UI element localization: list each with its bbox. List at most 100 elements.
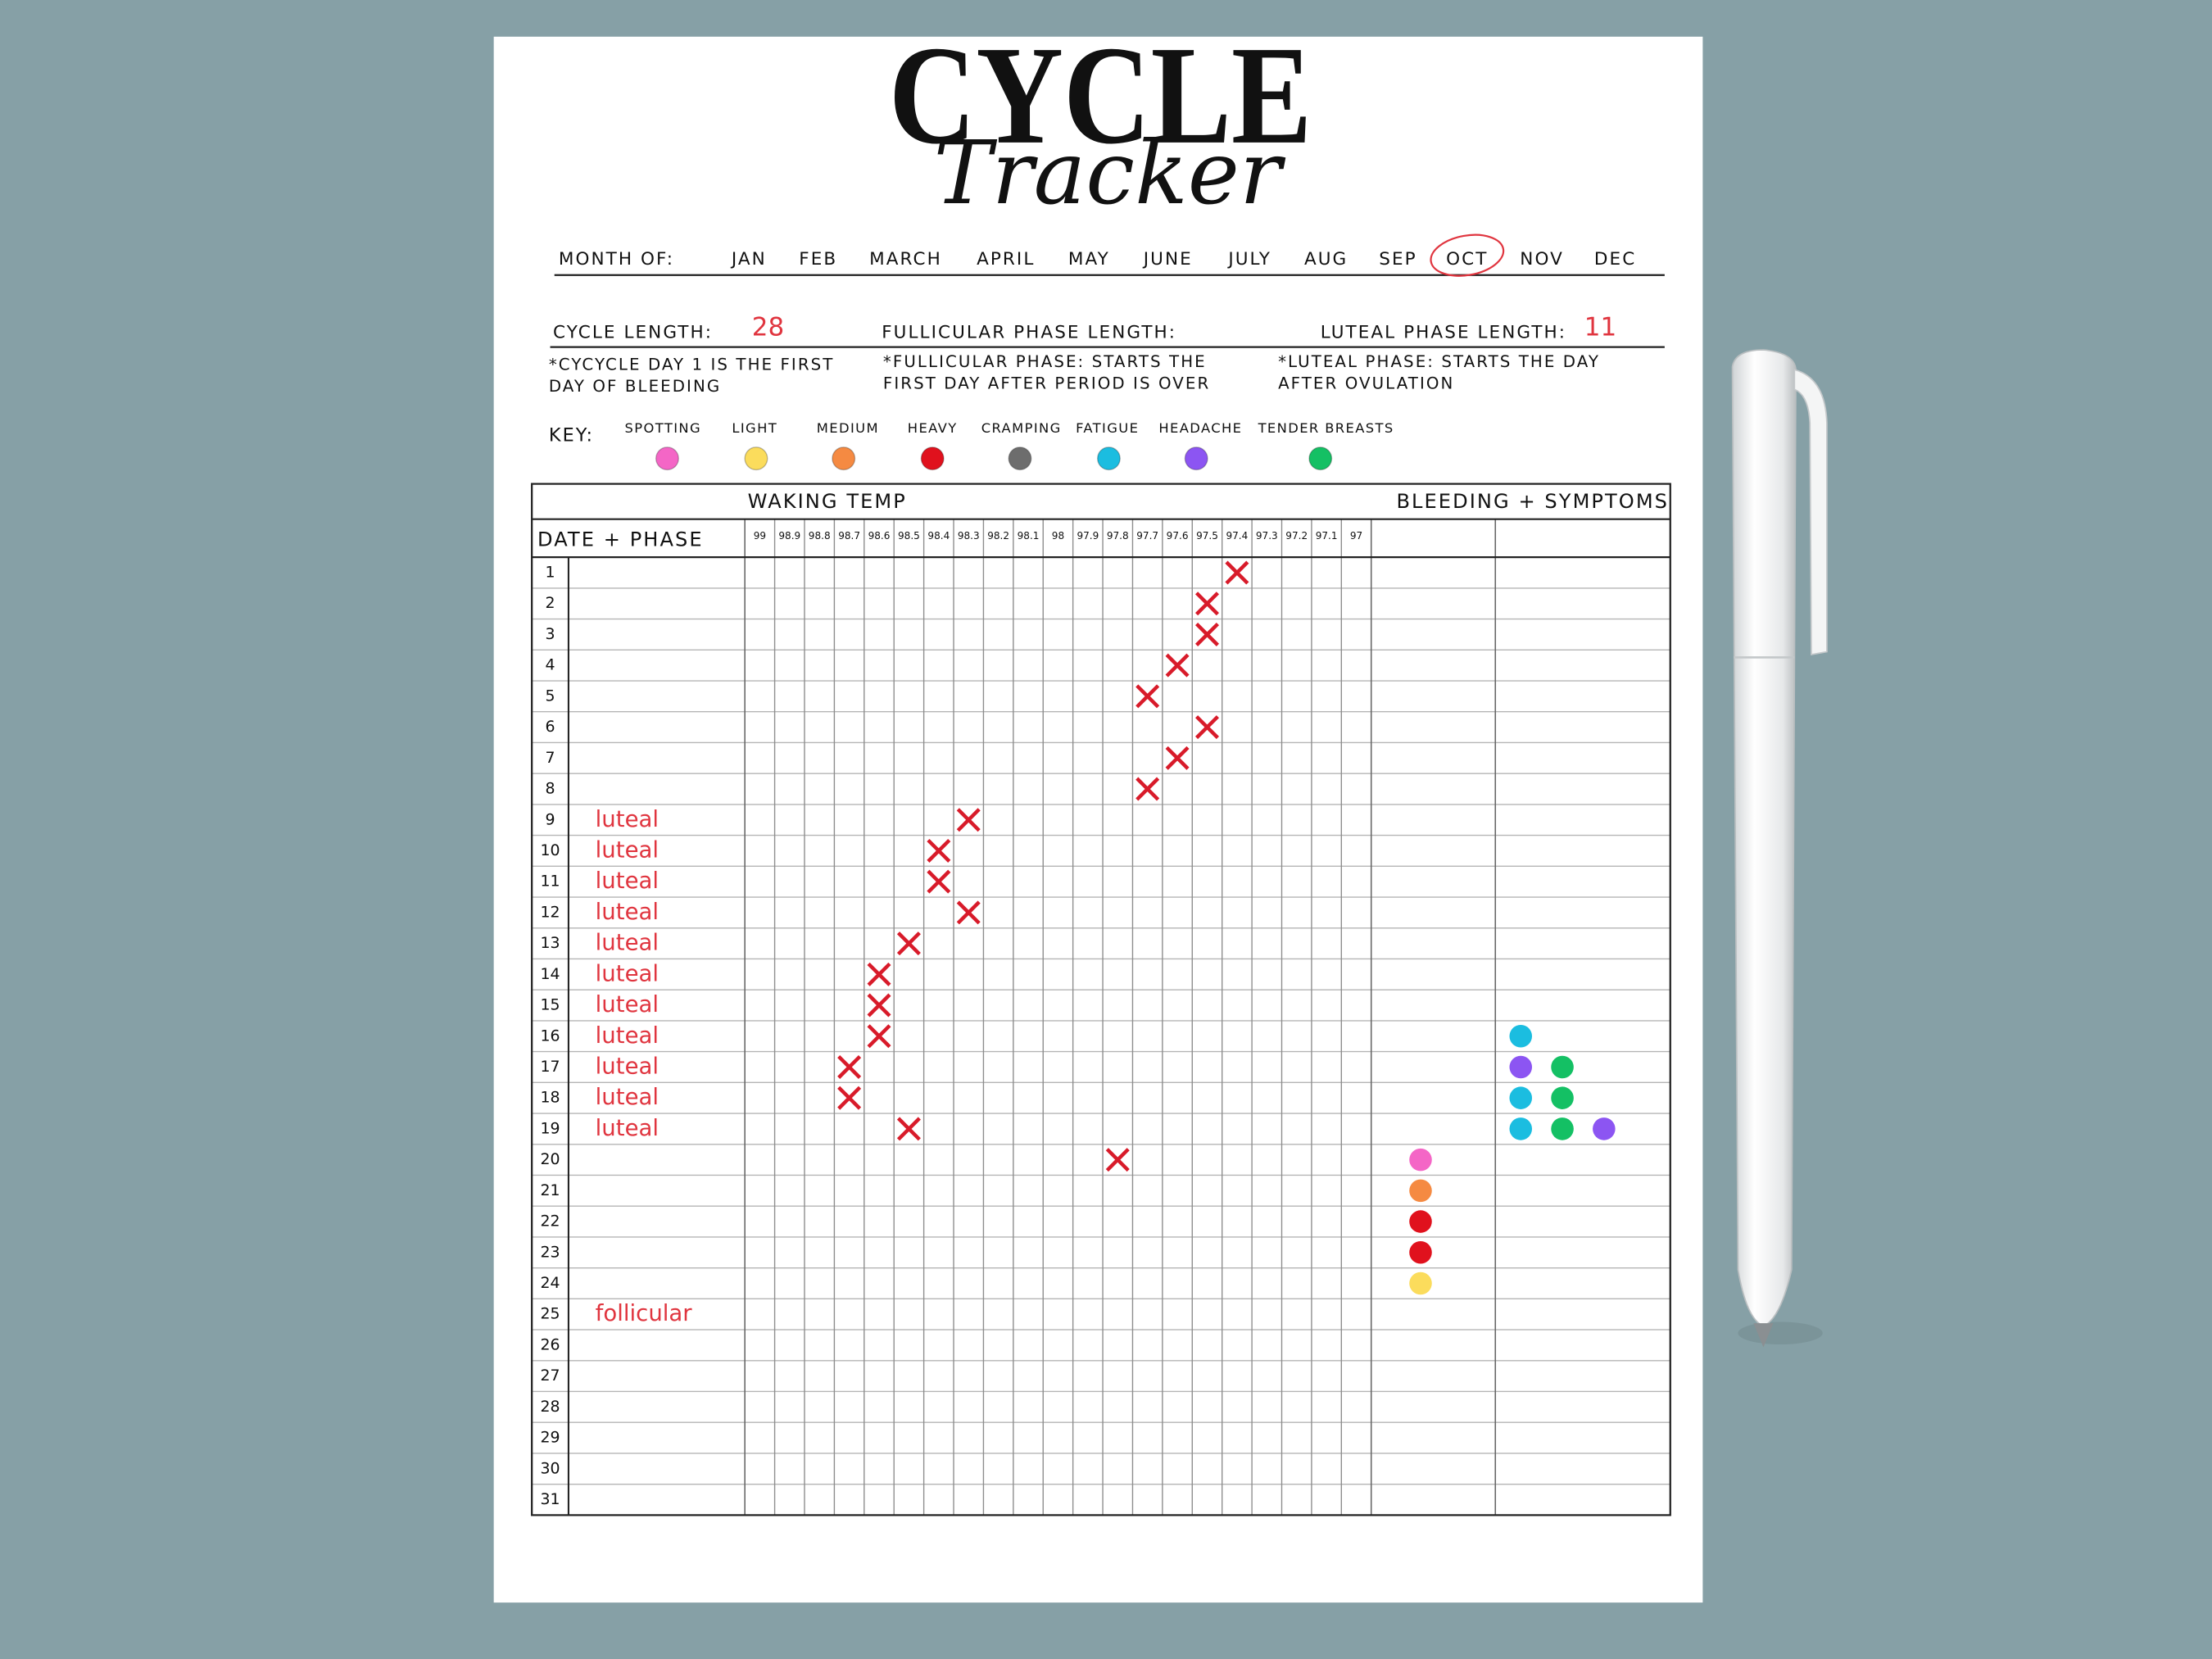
temp-mark-stroke <box>1165 746 1190 770</box>
key-name: HEAVY <box>908 420 958 436</box>
month: NOV <box>1520 249 1564 270</box>
date: 20 <box>541 1150 560 1168</box>
key-dot <box>1184 446 1208 471</box>
phase: luteal <box>596 1053 659 1079</box>
temp-mark <box>896 931 921 956</box>
date: 28 <box>541 1398 560 1416</box>
temp-label: 98.5 <box>898 530 920 542</box>
temp-label: 97.8 <box>1107 530 1129 542</box>
key-dot <box>1308 446 1333 471</box>
follicular-length-label: FULLICULAR PHASE LENGTH: <box>882 322 1176 342</box>
month: FEB <box>799 249 837 270</box>
note: AFTER OVULATION <box>1278 374 1454 393</box>
temp-label: 97.4 <box>1226 530 1248 542</box>
temp-mark-stroke <box>927 869 951 894</box>
key-dot <box>832 446 856 471</box>
date: 15 <box>541 996 560 1014</box>
temp-label: 97.9 <box>1077 530 1099 542</box>
month: MAY <box>1068 249 1110 270</box>
temp-mark-stroke <box>867 993 891 1018</box>
month: JULY <box>1226 249 1271 270</box>
paper <box>493 36 1703 1603</box>
phase: luteal <box>596 1084 659 1110</box>
temp-label: 97.3 <box>1256 530 1278 542</box>
phase: luteal <box>596 836 659 863</box>
date: 21 <box>541 1181 560 1199</box>
temp-label: 97.1 <box>1316 530 1338 542</box>
bleeding-dot <box>1409 1241 1432 1264</box>
date-header: DATE + PHASE <box>537 528 704 551</box>
month: DEC <box>1594 249 1636 270</box>
temp-label: 98.9 <box>778 530 800 542</box>
phase: luteal <box>596 899 659 925</box>
date: 27 <box>541 1367 560 1385</box>
temp-mark-stroke <box>1194 715 1219 740</box>
key-dot <box>920 446 945 471</box>
temp-mark <box>867 962 891 986</box>
temp-mark-stroke <box>956 808 981 832</box>
temp-mark-stroke <box>837 1086 862 1110</box>
key-name: FATIGUE <box>1076 420 1139 436</box>
luteal-length-value: 11 <box>1584 313 1616 342</box>
date: 30 <box>541 1459 560 1477</box>
temp-mark <box>1165 653 1190 678</box>
temp-mark-stroke <box>867 962 891 986</box>
key-name: HEADACHE <box>1158 420 1242 436</box>
temp-mark-stroke <box>837 1054 862 1079</box>
symptom-dot <box>1509 1117 1533 1140</box>
month: JAN <box>730 249 767 270</box>
temp-mark-stroke <box>1165 653 1190 678</box>
temp-label: 98.8 <box>809 530 831 542</box>
grid <box>531 483 1671 1516</box>
temp-mark <box>1225 560 1249 585</box>
temp-mark <box>1165 746 1190 770</box>
subtitle: Tracker <box>933 123 1286 224</box>
temp-mark <box>837 1086 862 1110</box>
temp-label: 98.4 <box>927 530 950 542</box>
temp-label: 98.2 <box>987 530 1009 542</box>
key-name: CRAMPING <box>981 420 1062 436</box>
month: APRIL <box>977 249 1035 270</box>
temp-label: 97.5 <box>1196 530 1218 542</box>
temp-label: 97.2 <box>1285 530 1308 542</box>
phase: luteal <box>596 1115 659 1141</box>
symptom-header: BLEEDING + SYMPTOMS <box>1396 490 1669 513</box>
temp-mark-stroke <box>1135 684 1160 709</box>
date: 18 <box>541 1089 560 1107</box>
key-dot <box>744 446 768 471</box>
date: 8 <box>546 780 555 798</box>
date: 13 <box>541 934 560 952</box>
temp-label: 98 <box>1052 530 1064 542</box>
temp-label: 99 <box>754 530 766 542</box>
temp-label: 98.6 <box>868 530 891 542</box>
temp-label: 98.1 <box>1018 530 1040 542</box>
cycle-length-label: CYCLE LENGTH: <box>553 322 713 342</box>
phase: luteal <box>596 960 659 986</box>
luteal-length-label: LUTEAL PHASE LENGTH: <box>1321 322 1566 342</box>
month: MARCH <box>869 249 942 270</box>
temp-mark <box>956 808 981 832</box>
date: 6 <box>546 718 555 736</box>
bleeding-dot <box>1409 1179 1432 1203</box>
phase: luteal <box>596 930 659 956</box>
date: 4 <box>546 656 555 674</box>
key-name: LIGHT <box>732 420 777 436</box>
bleeding-dot <box>1409 1210 1432 1233</box>
date: 1 <box>546 564 555 582</box>
temp-label: 98.3 <box>958 530 980 542</box>
table-border <box>531 483 1671 1516</box>
temp-mark-stroke <box>1225 560 1249 585</box>
bleeding-dot <box>1409 1271 1432 1295</box>
date: 11 <box>541 873 560 891</box>
temp-mark <box>956 900 981 925</box>
temp-header: WAKING TEMP <box>748 490 907 513</box>
month: SEP <box>1379 249 1416 270</box>
temp-label: 97.7 <box>1136 530 1158 542</box>
date: 25 <box>541 1305 560 1323</box>
date: 16 <box>541 1027 560 1045</box>
date: 5 <box>546 687 555 705</box>
pen <box>1731 349 1828 1348</box>
symptom-dot <box>1551 1086 1574 1109</box>
key-name: TENDER BREASTS <box>1258 420 1394 436</box>
temp-mark-stroke <box>927 838 951 863</box>
